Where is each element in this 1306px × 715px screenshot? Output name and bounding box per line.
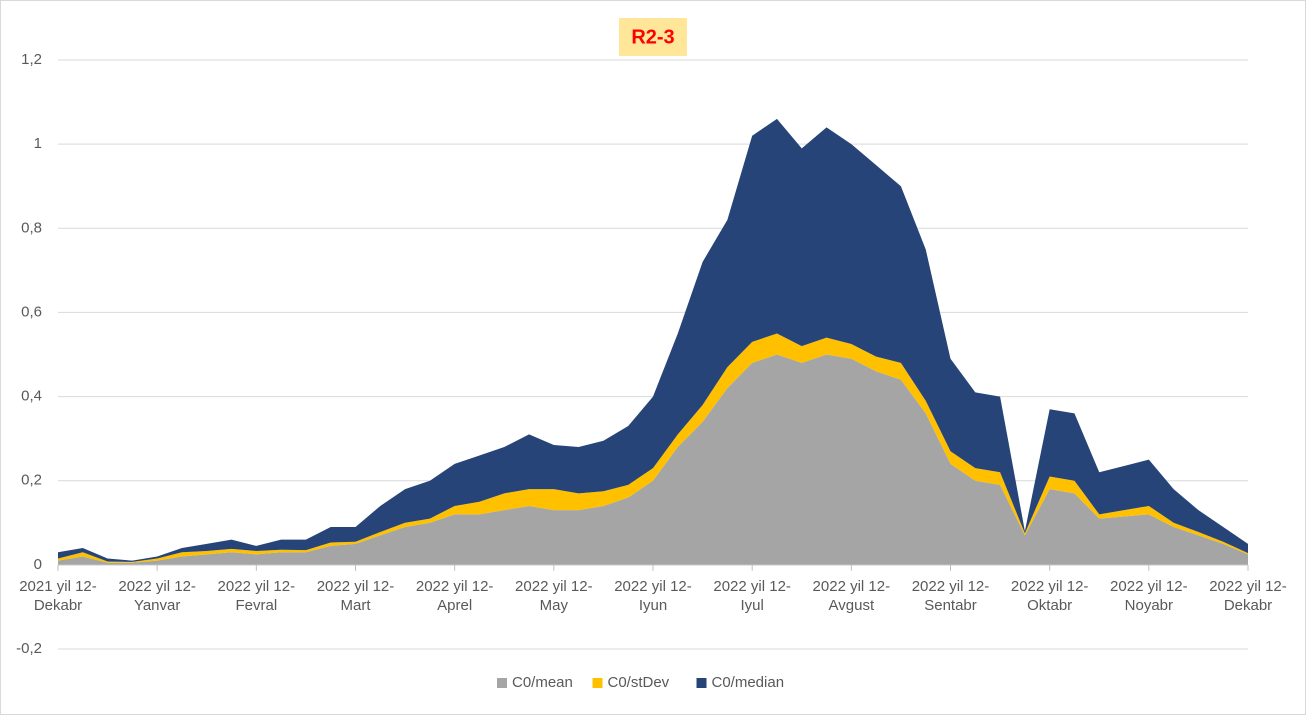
x-tick-label: 2022 yil 12-Yanvar	[118, 577, 196, 614]
area	[58, 118, 1248, 562]
x-tick-label: 2022 yil 12-Iyul	[713, 577, 791, 614]
legend-swatch	[592, 678, 603, 688]
y-tick-label: 0,8	[21, 219, 42, 236]
y-tick-label: 1	[34, 135, 42, 152]
x-tick-label: 2022 yil 12-Aprel	[415, 577, 494, 614]
x-tick-label: 2022 yil 12-Fevral	[217, 577, 296, 614]
x-tick-label: 2022 yil 12-Sentabr	[911, 577, 990, 614]
y-tick-label: 0	[34, 556, 42, 573]
x-tick-label: 2022 yil 12-Iyun	[614, 577, 692, 614]
x-tick-label: 2022 yil 12-May	[515, 577, 593, 614]
x-tick-label: 2022 yil 12-Noyabr	[1110, 577, 1188, 614]
legend-label: C0/mean	[512, 674, 573, 691]
y-tick-label: 0,4	[21, 388, 42, 405]
y-tick-label: -0,2	[16, 640, 42, 657]
legend-label: C0/stDev	[608, 674, 670, 691]
y-tick-label: 0,6	[21, 303, 42, 320]
x-tick-label: 2022 yil 12-Mart	[316, 577, 395, 614]
y-tick-label: 1,2	[21, 51, 42, 68]
legend-swatch	[497, 678, 507, 688]
legend-swatch	[696, 678, 707, 688]
legend-label: C0/median	[712, 674, 785, 691]
chart-title: R2-3	[631, 26, 674, 48]
x-tick-label: 2022 yil 12-Avgust	[812, 577, 891, 614]
x-tick-label: 2021 yil 12-Dekabr	[19, 577, 97, 614]
area	[58, 354, 1248, 565]
x-tick-label: 2022 yil 12-Oktabr	[1010, 577, 1089, 614]
x-tick-label: 2022 yil 12-Dekabr	[1209, 577, 1287, 614]
title-box	[619, 18, 687, 56]
y-tick-label: 0,2	[21, 472, 42, 489]
